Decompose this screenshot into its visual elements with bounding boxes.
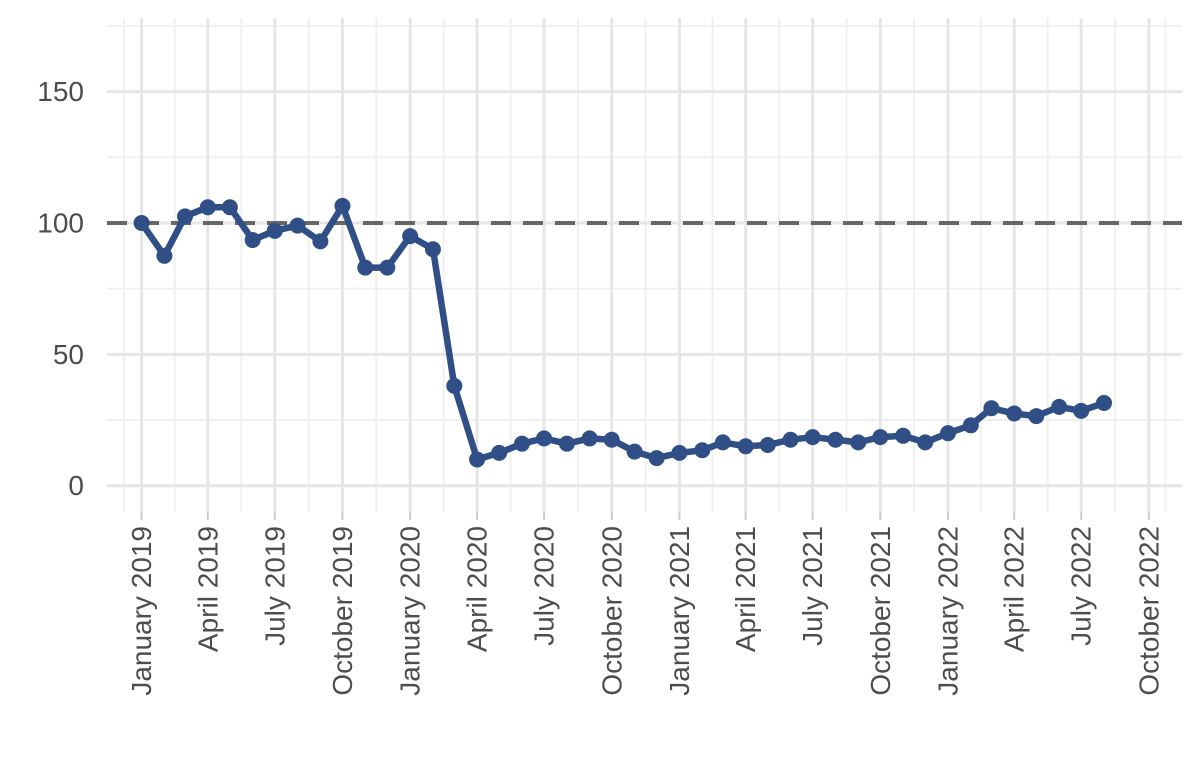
data-point xyxy=(581,430,598,447)
minor-gridlines xyxy=(107,18,1182,512)
data-point xyxy=(357,259,374,276)
data-point xyxy=(850,434,867,451)
data-point xyxy=(133,214,150,231)
x-tick-label: July 2019 xyxy=(259,526,290,646)
data-point xyxy=(983,400,1000,417)
data-point xyxy=(1028,408,1045,425)
data-point xyxy=(424,241,441,258)
x-tick-label: July 2022 xyxy=(1066,526,1097,646)
data-point xyxy=(737,438,754,455)
data-point xyxy=(379,259,396,276)
data-point xyxy=(289,217,306,234)
data-point xyxy=(603,431,620,448)
data-point xyxy=(176,208,193,225)
data-point xyxy=(648,450,665,467)
data-point xyxy=(872,429,889,446)
y-tick-label: 150 xyxy=(37,76,84,107)
x-axis: January 2019 April 2019 July 2019 October 2… xyxy=(126,512,1164,696)
major-gridlines xyxy=(107,18,1182,512)
data-point xyxy=(671,444,688,461)
data-point xyxy=(402,228,419,245)
data-point xyxy=(1051,398,1068,415)
data-point xyxy=(962,417,979,434)
data-point xyxy=(156,247,173,264)
data-point xyxy=(917,434,934,451)
x-tick-label: January 2021 xyxy=(664,526,695,696)
x-tick-label: January 2020 xyxy=(395,526,426,696)
data-point xyxy=(513,435,530,452)
x-tick-label: July 2020 xyxy=(529,526,560,646)
y-tick-label: 0 xyxy=(68,470,84,501)
series-line xyxy=(138,202,1108,463)
x-tick-label: October 2019 xyxy=(327,526,358,696)
y-tick-label: 50 xyxy=(53,339,84,370)
data-point xyxy=(312,233,329,250)
x-tick-label: April 2021 xyxy=(730,526,761,652)
x-tick-label: April 2020 xyxy=(462,526,493,652)
data-point xyxy=(714,434,731,451)
data-point xyxy=(221,199,238,216)
x-tick-label: October 2022 xyxy=(1133,526,1164,696)
y-tick-label: 100 xyxy=(37,207,84,238)
data-point xyxy=(266,222,283,239)
data-point xyxy=(1073,402,1090,419)
data-point xyxy=(1006,405,1023,422)
y-axis: 0 50 100 150 xyxy=(37,76,84,501)
x-tick-label: January 2022 xyxy=(933,526,964,696)
data-point xyxy=(940,425,957,442)
data-point xyxy=(244,232,261,249)
data-point xyxy=(1096,394,1113,411)
data-point xyxy=(491,444,508,461)
data-point xyxy=(694,442,711,459)
x-tick-label: April 2022 xyxy=(999,526,1030,652)
data-point xyxy=(804,429,821,446)
data-point xyxy=(199,199,216,216)
data-point xyxy=(827,431,844,448)
data-point xyxy=(626,443,643,460)
series-layer xyxy=(133,197,1113,468)
data-point xyxy=(334,197,351,214)
data-point xyxy=(759,436,776,453)
x-tick-label: January 2019 xyxy=(126,526,157,696)
x-tick-label: October 2020 xyxy=(596,526,627,696)
data-point xyxy=(446,377,463,394)
x-tick-label: October 2021 xyxy=(865,526,896,696)
x-tick-label: July 2021 xyxy=(797,526,828,646)
x-tick-label: April 2019 xyxy=(192,526,223,652)
data-point xyxy=(782,431,799,448)
data-point xyxy=(895,427,912,444)
data-point xyxy=(558,435,575,452)
data-point xyxy=(469,451,486,468)
data-point xyxy=(536,430,553,447)
